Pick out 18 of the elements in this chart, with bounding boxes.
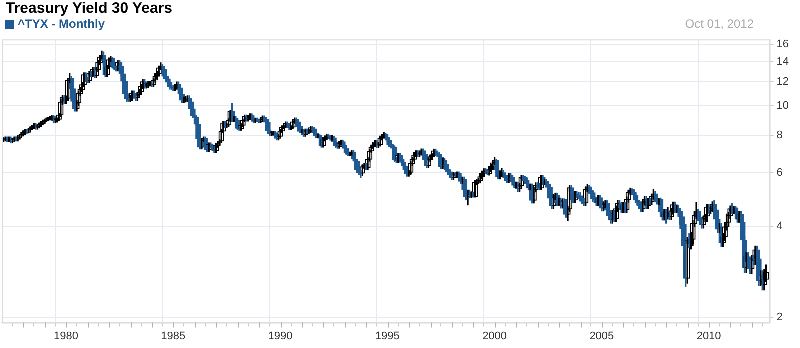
y-tick-label: 12 <box>776 76 790 88</box>
x-tick-label: 1995 <box>375 330 400 342</box>
x-tick-label: 1980 <box>54 330 79 342</box>
legend-label: ^TYX - Monthly <box>18 17 105 31</box>
y-tick-label: 8 <box>776 129 783 142</box>
y-tick-label: 6 <box>776 167 783 180</box>
x-tick-label: 1990 <box>268 330 293 342</box>
y-tick-label: 16 <box>776 38 790 50</box>
y-tick-label: 2 <box>776 311 783 324</box>
chart-title: Treasury Yield 30 Years <box>6 0 173 17</box>
x-tick-label: 1985 <box>161 330 186 342</box>
x-tick-label: 2005 <box>590 330 614 342</box>
x-tick-label: 2000 <box>482 330 508 342</box>
y-tick-label: 14 <box>776 56 790 68</box>
text: Oct 01, 2012 <box>685 17 754 31</box>
x-tick-label: 2010 <box>696 330 722 342</box>
y-tick-label: 4 <box>776 220 783 232</box>
y-tick-label: 10 <box>776 100 790 112</box>
